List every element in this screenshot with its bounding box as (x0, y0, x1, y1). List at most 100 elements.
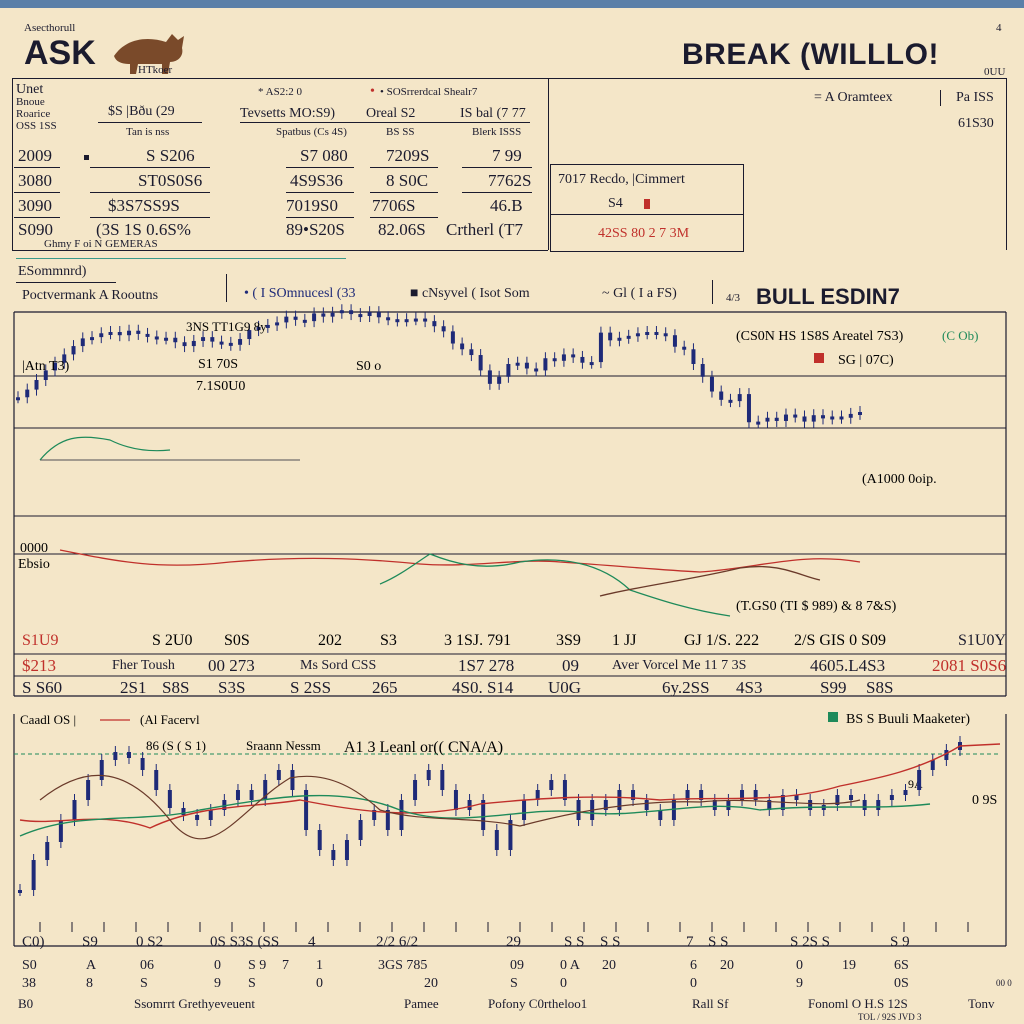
summary-cell: S99 (820, 678, 847, 697)
candle-body (524, 362, 529, 369)
stats-row-labels: Unet Bnoue Roarice OSS 1SS (16, 83, 57, 133)
bottom-grid-cell: 38 (22, 976, 36, 991)
summary-cell: Aver Vorcel Me 11 7 3S (612, 658, 747, 673)
group2-subheader: Oreal S2 (366, 106, 416, 121)
group2-header: • SOSrrerdcal Shealr7 (380, 86, 478, 98)
legend-red-square-icon (814, 353, 824, 363)
bottom-grid-cell: Pofony C0rtheloo1 (488, 996, 588, 1011)
brand-sub-label: HTkoer (138, 64, 173, 76)
candle-body (515, 362, 520, 366)
candle-body (358, 314, 363, 318)
axis-tick-label: 1 JJ (612, 632, 636, 649)
stats-cell: 7019S0 (286, 196, 338, 215)
candle-body (726, 800, 731, 810)
axis-tick-label: 2/S GIS 0 S09 (794, 632, 886, 649)
group2-subheader2: BS SS (386, 126, 415, 138)
candle-body (737, 394, 742, 402)
candle-body (18, 890, 22, 893)
bottom-grid-cell: 06 (140, 958, 154, 973)
axis-tick-label: S 2U0 (152, 632, 192, 649)
col-header-underline (98, 122, 202, 123)
candle-body (808, 800, 813, 810)
candle-body (228, 342, 233, 346)
green-moving-average (379, 553, 731, 617)
candle-body (917, 770, 922, 790)
candle-body (450, 331, 455, 344)
candle-body (862, 800, 867, 810)
stats-cell: Crtherl (T7 (446, 220, 523, 239)
bottom-grid-cell: 0 (690, 976, 697, 991)
bottom-grid-cell: A (86, 958, 97, 973)
candle-body (699, 790, 704, 800)
bottom-grid-cell: Rall Sf (692, 996, 729, 1011)
stats-cell: ST0S0S6 (138, 171, 203, 190)
lower-annotation: A1 3 Leanl or(( CNA/A) (344, 739, 503, 756)
candle-body (34, 380, 39, 390)
candle-body (635, 333, 640, 337)
stats-cell: S7 080 (300, 146, 348, 165)
main-panel-title: ESommnrd) (18, 264, 87, 279)
corner-sub: 0UU (984, 66, 1006, 78)
candle-body (562, 780, 567, 800)
candle-body (903, 790, 908, 795)
chart-annotation: 3NS TT1G9 8y (186, 319, 267, 334)
candle-body (276, 770, 281, 780)
summary-cell: 4S3 (736, 678, 763, 697)
candle-body (839, 416, 844, 420)
lower-right-label: 0 9S (972, 793, 997, 808)
candle-body (71, 346, 76, 355)
stats-cell: 4S9S36 (290, 171, 343, 190)
lower-candles (18, 736, 962, 896)
candle-body (263, 780, 268, 800)
tick-row: S1U9 S 2U0 S0S 202 S3 3 1SJ. 791 3S9 1 JJ GJ 1/S… (22, 632, 1006, 649)
stats-panel-right-rule (1006, 78, 1007, 250)
bottom-grid-cell: 2/2 6/2 (376, 934, 419, 950)
lower-chart: Caadl OS | (Al Facervl BS S Buuli Maaket… (13, 712, 1007, 947)
summary-cell: 2081 S0S6 (932, 656, 1007, 675)
chart-heading: BULL ESDIN7 (756, 284, 900, 309)
group2-subheader: Tevsetts MO:S9) (240, 106, 336, 121)
candle-body (469, 349, 474, 356)
bottom-grid-cell: Pamee (404, 996, 439, 1011)
lower-green-average (19, 794, 931, 837)
candle-body (580, 356, 585, 363)
candle-body (275, 322, 280, 326)
candle-body (811, 415, 816, 422)
stats-row-year: 3080 (18, 171, 52, 190)
candle-body (45, 842, 50, 860)
stats-cell: 7209S (386, 146, 430, 165)
candle-body (201, 337, 206, 341)
bottom-grid-cell: 7 (686, 934, 694, 950)
bottom-grid-cell: 6 (690, 958, 697, 973)
candle-body (728, 399, 733, 403)
candle-body (321, 313, 326, 317)
stats-cell: S S206 (146, 146, 195, 165)
summary-cell: S3S (218, 678, 246, 697)
candle-body (293, 316, 298, 320)
axis-tick-label: S1U0Y (958, 632, 1006, 649)
bottom-grid-cell: 3GS 785 (378, 958, 428, 973)
candle-body (631, 790, 636, 800)
candle-body (626, 335, 631, 339)
summary-cell: 4S0. S14 (452, 678, 514, 697)
axis-tick-label: GJ 1/S. 222 (684, 632, 759, 649)
bottom-grid-cell: S 2S S (790, 934, 831, 950)
result-box (550, 164, 744, 252)
bottom-grid-cell: 9 (796, 976, 803, 991)
candle-body (440, 770, 445, 790)
candle-body (467, 800, 472, 810)
lower-legend-mid: (Al Facervl (140, 712, 200, 727)
row-label: Roarice (16, 108, 51, 120)
candle-body (930, 760, 935, 770)
stats-panel-divider (548, 78, 549, 250)
lower-annotation: 86 (S ( S 1) (146, 738, 206, 753)
candle-body (603, 800, 608, 810)
candle-body (376, 312, 381, 318)
candle-body (767, 800, 772, 810)
candle-body (358, 820, 363, 840)
lower-legend-left: Caadl OS | (20, 712, 76, 727)
candle-body (617, 337, 622, 341)
candle-body (164, 337, 169, 341)
bottom-grid-cell: 0 (560, 976, 567, 991)
chart-annotation: S1 70S (198, 357, 238, 372)
